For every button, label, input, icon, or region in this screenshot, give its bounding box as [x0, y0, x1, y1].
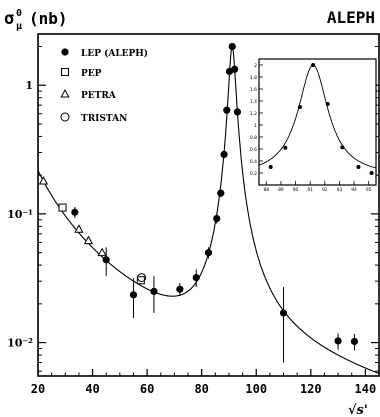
legend-marker [60, 112, 70, 122]
inset-x-tick-label: 88 [263, 187, 269, 193]
y-tick-label: 10⁻¹ [7, 208, 33, 221]
inset-plot: 0.2 0.4 0.6 0.8 1 1.2 1.4 1.6 1.8 2 88 89 90 91 92 93 94… [250, 58, 377, 193]
inset-frame [258, 58, 377, 186]
data-point-filled-circle [150, 287, 158, 295]
data-point-filled-circle [233, 108, 242, 116]
x-tick-label: 40 [85, 382, 99, 396]
data-point-open-triangle [74, 224, 84, 233]
inset-data-point [268, 165, 273, 169]
data-point-filled-circle [192, 273, 200, 282]
legend-label: TRISTAN [81, 114, 127, 124]
inset-x-tick-label: 94 [351, 187, 357, 193]
inset-fit-curve [258, 64, 377, 169]
data-point-filled-circle [228, 42, 236, 51]
title-sigma: σ [4, 9, 14, 29]
data-point-filled-circle [217, 189, 225, 197]
title-subscript: μ [16, 21, 22, 32]
x-tick-label: 140 [355, 382, 377, 396]
data-point-open-triangle [97, 247, 107, 257]
legend: LEP (ALEPH) PEP PETRA TRISTAN [60, 48, 148, 124]
legend-label: LEP (ALEPH) [81, 48, 148, 59]
title-units: (nb) [29, 9, 68, 28]
legend-marker [61, 68, 69, 76]
inset-y-tick-label: 0.8 [250, 135, 257, 141]
x-tick-label: 80 [194, 382, 208, 396]
inset-x-tick-label: 90 [293, 187, 299, 193]
inset-data-point [356, 165, 361, 169]
legend-label: PEP [81, 69, 102, 79]
legend-label: PETRA [81, 91, 117, 101]
inset-x-tick-label: 89 [278, 187, 284, 193]
legend-marker [60, 88, 70, 98]
x-axis-label: √s' [348, 403, 368, 417]
x-tick-label: 120 [300, 382, 322, 396]
inset-y-tick-label: 1 [254, 123, 257, 129]
data-point-filled-circle [231, 65, 239, 73]
data-point-filled-circle [279, 309, 288, 317]
inset-y-tick-label: 1.8 [250, 75, 257, 81]
plot-frame [37, 33, 380, 377]
title-superscript: 0 [16, 8, 22, 19]
inset-x-tick-label: 91 [307, 187, 313, 193]
inset-x-tick-label: 93 [337, 187, 343, 193]
data-point-filled-circle [334, 337, 342, 345]
experiment-label: ALEPH [327, 8, 375, 27]
inset-data-point [325, 102, 330, 106]
inset-y-tick-label: 0.4 [250, 159, 257, 165]
data-point-filled-circle [204, 249, 213, 257]
inset-data-point [297, 105, 302, 109]
inset-data-point [340, 145, 345, 150]
x-tick-label: 60 [140, 382, 154, 396]
data-point-filled-circle [176, 285, 184, 293]
data-point-filled-circle [350, 337, 359, 346]
data-point-open-circle [137, 273, 147, 283]
data-point-filled-circle [102, 256, 110, 264]
inset-y-tick-label: 0.6 [250, 147, 257, 153]
chart-title: σ 0 μ (nb) [4, 8, 68, 32]
data-point-filled-circle [71, 208, 79, 216]
inset-y-tick-label: 0.2 [250, 171, 257, 177]
inset-data-point [369, 171, 374, 175]
inset-y-tick-label: 2 [254, 63, 257, 69]
inset-data-point [311, 63, 316, 67]
x-tick-label: 20 [31, 382, 45, 396]
x-tick-label: 100 [245, 382, 267, 396]
y-tick-label: 1 [25, 79, 33, 92]
inset-x-tick-label: 92 [322, 187, 328, 193]
data-point-filled-circle [220, 150, 228, 158]
inset-y-tick-label: 1.2 [250, 111, 257, 117]
data-point-filled-circle [129, 291, 138, 299]
inset-y-tick-label: 1.4 [250, 99, 257, 105]
data-point-open-triangle [38, 175, 49, 185]
data-point-filled-circle [213, 214, 221, 223]
inset-x-tick-label: 95 [366, 187, 372, 193]
data-point-filled-circle [223, 106, 231, 114]
legend-marker [61, 48, 69, 56]
y-tick-label: 10⁻² [7, 337, 33, 350]
data-point-open-square [58, 203, 67, 212]
inset-y-tick-label: 1.6 [250, 87, 257, 93]
main-plot: 20 40 60 80 100 120 140 10⁻² 10⁻¹ 1 [7, 42, 380, 396]
inset-data-point [283, 145, 288, 150]
data-point-open-triangle [83, 235, 94, 245]
